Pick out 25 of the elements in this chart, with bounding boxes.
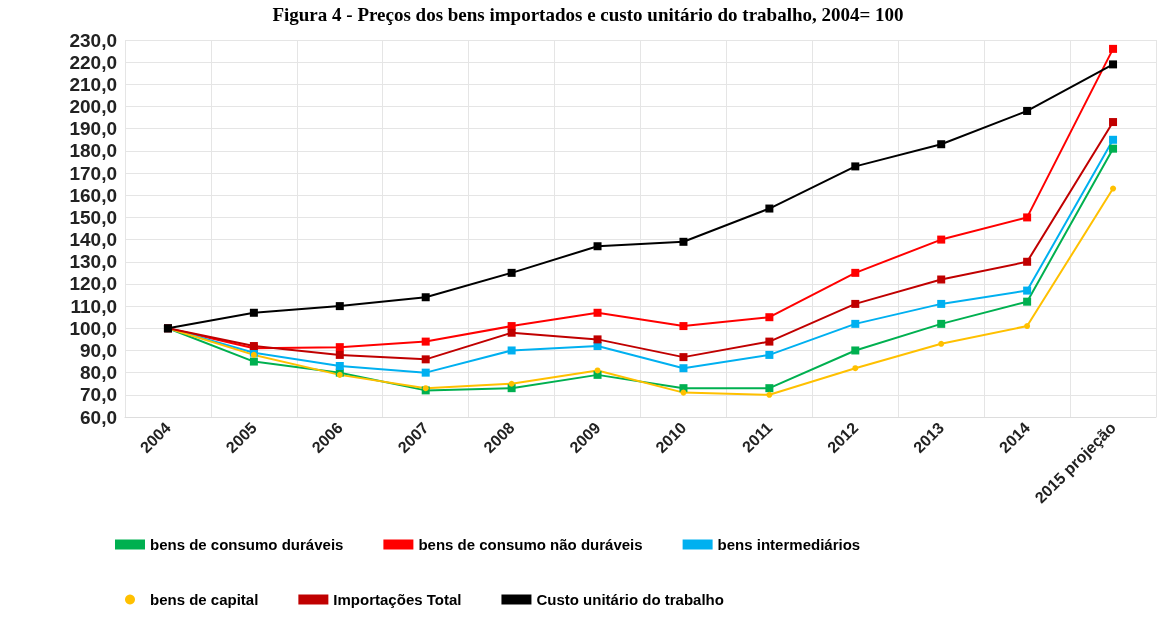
legend-label: Custo unitário do trabalho — [536, 591, 724, 608]
y-tick-label: 160,0 — [69, 184, 117, 206]
legend-label: bens de consumo duráveis — [150, 536, 344, 553]
legend-label: bens de consumo não duráveis — [418, 536, 643, 553]
y-tick-label: 220,0 — [69, 51, 117, 73]
y-tick-label: 60,0 — [80, 406, 117, 428]
y-tick-label: 70,0 — [80, 384, 117, 406]
y-tick-label: 110,0 — [70, 295, 117, 317]
y-tick-label: 230,0 — [69, 29, 117, 51]
legend-label: bens intermediários — [717, 536, 861, 553]
chart-title: Figura 4 - Preços dos bens importados e custo unitário do trabalho, 2004= 100 — [272, 4, 904, 25]
y-tick-label: 190,0 — [69, 118, 117, 140]
y-tick-label: 140,0 — [69, 229, 117, 251]
y-tick-label: 100,0 — [69, 317, 117, 339]
y-tick-label: 200,0 — [69, 96, 117, 118]
legend-label: Importações Total — [333, 591, 462, 608]
y-tick-label: 80,0 — [80, 362, 117, 384]
y-tick-label: 120,0 — [69, 273, 117, 295]
y-tick-label: 130,0 — [69, 251, 117, 273]
y-tick-label: 180,0 — [69, 140, 117, 162]
legend-label: bens de capital — [150, 591, 259, 608]
y-tick-label: 170,0 — [69, 162, 117, 184]
y-tick-label: 210,0 — [69, 73, 117, 95]
y-tick-label: 90,0 — [80, 339, 117, 361]
y-tick-label: 150,0 — [69, 206, 117, 228]
